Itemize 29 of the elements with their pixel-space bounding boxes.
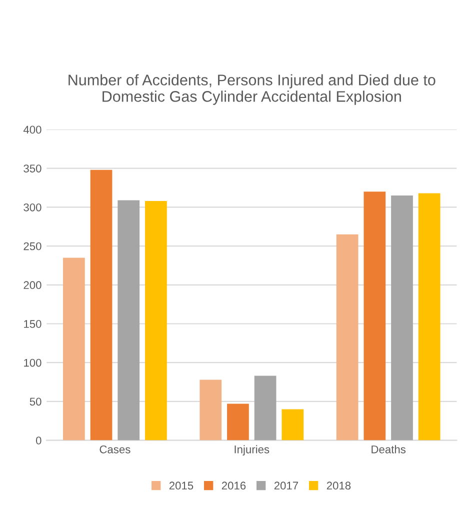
y-tick-label: 350 <box>24 164 42 172</box>
legend-label: 2018 <box>326 482 351 490</box>
chart-title: Number of Accidents, Persons Injured and Died due to Domestic Gas Cylinder Accidental Explosion <box>68 74 436 105</box>
legend-label: 2015 <box>169 482 194 490</box>
bar <box>254 376 276 440</box>
y-tick-label: 250 <box>24 242 42 250</box>
bar <box>282 409 304 440</box>
bar <box>391 196 413 440</box>
bar <box>118 200 140 440</box>
bar <box>418 193 440 440</box>
y-tick-label: 100 <box>24 358 42 367</box>
y-tick-label: 200 <box>24 281 42 290</box>
x-tick-label: Deaths <box>372 445 406 454</box>
bar <box>364 192 386 440</box>
bar <box>90 170 112 440</box>
legend-label: 2017 <box>274 482 298 490</box>
bar <box>200 380 222 440</box>
bar <box>336 234 358 440</box>
y-tick-label: 400 <box>23 126 42 134</box>
legend-label: 2016 <box>222 482 246 490</box>
bar <box>227 404 249 440</box>
x-tick-label: Cases <box>100 445 130 454</box>
bar <box>145 200 167 440</box>
bar <box>63 258 85 440</box>
y-tick-label: 150 <box>24 320 42 328</box>
y-tick-label: 300 <box>24 203 42 212</box>
y-tick-label: 0 <box>36 436 42 444</box>
x-tick-label: Injuries <box>234 445 270 456</box>
y-tick-label: 50 <box>30 398 42 406</box>
